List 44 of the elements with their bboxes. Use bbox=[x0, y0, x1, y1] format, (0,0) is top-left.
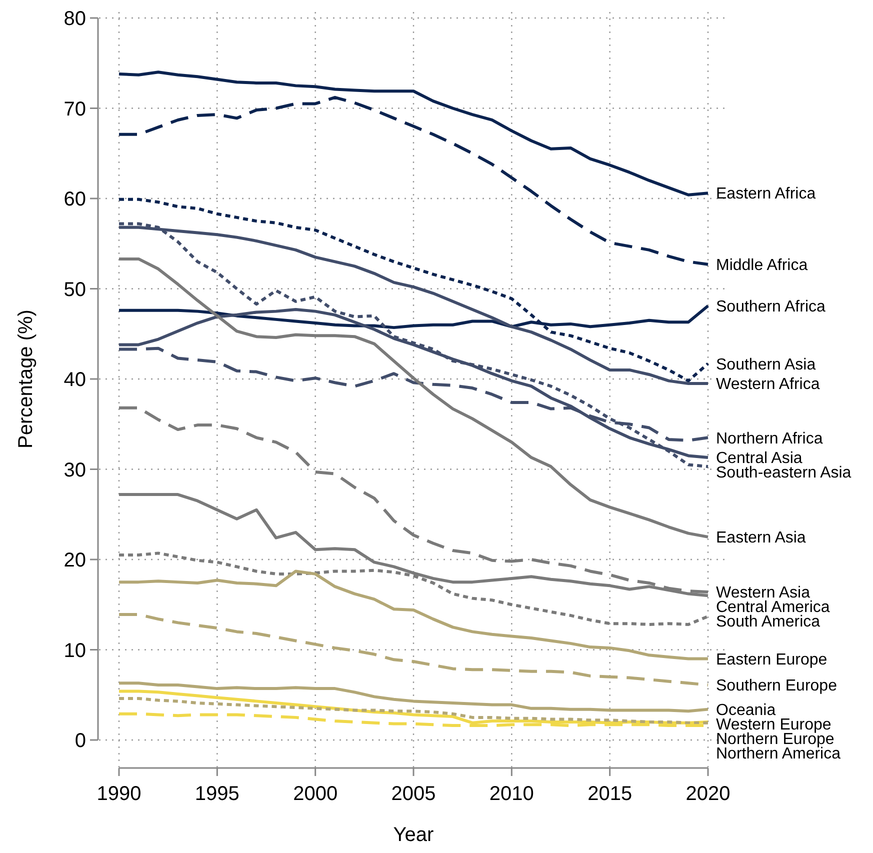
line-series bbox=[118, 96, 710, 266]
series-label: Southern Africa bbox=[716, 298, 826, 316]
y-tick-label: 10 bbox=[64, 640, 86, 662]
line-series bbox=[118, 257, 710, 538]
series-label: Western Europe bbox=[716, 716, 832, 734]
series-label: Eastern Asia bbox=[716, 530, 806, 547]
y-tick-label: 60 bbox=[64, 188, 86, 210]
y-tick-label: 40 bbox=[64, 369, 86, 391]
line-series bbox=[118, 613, 710, 686]
series-label: Eastern Europe bbox=[716, 651, 828, 668]
y-tick-label: 20 bbox=[64, 550, 86, 572]
y-tick-label: 50 bbox=[64, 278, 86, 301]
x-tick-label: 2020 bbox=[686, 783, 730, 805]
series-label: Southern Europe bbox=[716, 678, 838, 695]
series-label: South-eastern Asia bbox=[716, 464, 852, 482]
x-tick-label: 2000 bbox=[293, 783, 338, 805]
x-tick-label: 1990 bbox=[96, 783, 142, 805]
series-label: Middle Africa bbox=[716, 256, 808, 274]
y-tick-label: 0 bbox=[74, 730, 86, 752]
line-series bbox=[118, 198, 710, 382]
x-tick-label: 1995 bbox=[194, 783, 240, 805]
series-label: Northern America bbox=[716, 745, 841, 762]
series-label: Northern Europe bbox=[716, 730, 834, 748]
y-tick-label: 70 bbox=[64, 98, 86, 120]
line-series bbox=[118, 406, 710, 594]
x-axis-title: Year bbox=[393, 824, 434, 846]
y-tick-label: 80 bbox=[64, 8, 86, 30]
series-label: Eastern Africa bbox=[716, 186, 816, 203]
line-series bbox=[118, 222, 710, 468]
line-series bbox=[118, 70, 710, 196]
x-tick-label: 2010 bbox=[489, 783, 534, 805]
series-label: Western Asia bbox=[716, 584, 810, 602]
series-label: Oceania bbox=[716, 702, 776, 719]
y-axis-title: Percentage (%) bbox=[15, 310, 37, 448]
line-series bbox=[118, 682, 710, 713]
y-tick-label: 30 bbox=[64, 459, 86, 482]
x-tick-label: 2005 bbox=[391, 783, 436, 805]
series-label: South America bbox=[716, 614, 820, 631]
series-label: Western Africa bbox=[716, 376, 820, 394]
series-label: Northern Africa bbox=[716, 430, 823, 448]
line-series bbox=[118, 570, 710, 660]
series-label: Southern Asia bbox=[716, 356, 816, 374]
x-tick-label: 2015 bbox=[588, 783, 632, 805]
line-series bbox=[118, 696, 710, 724]
